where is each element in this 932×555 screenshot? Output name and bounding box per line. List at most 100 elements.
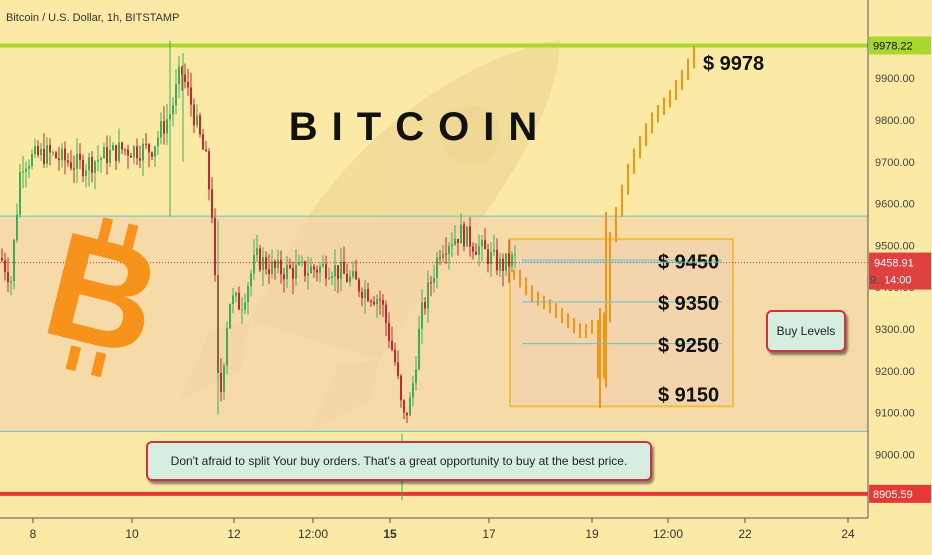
candle-body bbox=[355, 271, 357, 280]
price-candle bbox=[424, 297, 426, 315]
price-candle bbox=[172, 96, 174, 127]
candle-body bbox=[511, 254, 513, 267]
candle-body bbox=[499, 258, 501, 271]
price-candle bbox=[121, 141, 123, 155]
price-candle bbox=[163, 106, 165, 145]
price-candle bbox=[484, 228, 486, 250]
candle-body bbox=[211, 189, 213, 219]
candle-body bbox=[43, 148, 45, 164]
price-candle bbox=[223, 362, 225, 401]
price-candle bbox=[349, 270, 351, 287]
candle-body bbox=[25, 168, 27, 172]
candle-body bbox=[100, 158, 102, 160]
candle-body bbox=[301, 261, 303, 263]
price-candle bbox=[61, 143, 63, 168]
price-candle bbox=[367, 283, 369, 303]
price-candle bbox=[220, 358, 222, 402]
price-candle bbox=[475, 243, 477, 256]
price-candle bbox=[355, 259, 357, 280]
time-tick-label: 17 bbox=[482, 527, 496, 541]
price-tick-label: 8905.59 bbox=[873, 489, 913, 501]
price-candle bbox=[352, 261, 354, 279]
candle-body bbox=[127, 149, 129, 156]
candle-body bbox=[166, 119, 168, 134]
candle-body bbox=[118, 142, 120, 161]
price-candle bbox=[403, 399, 405, 420]
candle-body bbox=[160, 121, 162, 138]
price-candle bbox=[85, 163, 87, 188]
candle-body bbox=[442, 253, 444, 259]
candle-body bbox=[139, 158, 141, 161]
candle-body bbox=[40, 148, 42, 156]
candle-body bbox=[433, 277, 435, 283]
price-candle bbox=[226, 321, 228, 375]
time-tick-label: 24 bbox=[841, 527, 855, 541]
last-price-tag bbox=[869, 252, 931, 290]
price-candle bbox=[235, 291, 237, 303]
candle-body bbox=[397, 362, 399, 376]
buy-levels-callout[interactable]: Buy Levels bbox=[766, 310, 846, 352]
candle-body bbox=[379, 299, 381, 301]
price-candle bbox=[241, 297, 243, 324]
price-candle bbox=[391, 326, 393, 352]
price-candle bbox=[142, 138, 144, 177]
price-candle bbox=[208, 148, 210, 201]
callout-note[interactable]: Don't afraid to split Your buy orders. T… bbox=[146, 441, 652, 481]
candle-body bbox=[265, 257, 267, 270]
candle-body bbox=[310, 266, 312, 274]
candle-body bbox=[58, 158, 60, 161]
candle-body bbox=[388, 322, 390, 342]
candle-body bbox=[349, 276, 351, 282]
candle-body bbox=[1, 257, 3, 261]
price-candle bbox=[67, 152, 69, 167]
price-tick-label: 9800.00 bbox=[875, 115, 915, 127]
price-candle bbox=[91, 151, 93, 183]
price-candle bbox=[247, 282, 249, 315]
price-candle bbox=[94, 159, 96, 190]
price-candle bbox=[496, 238, 498, 276]
price-candle bbox=[481, 235, 483, 262]
candle-body bbox=[181, 66, 183, 75]
buy-zone-box bbox=[509, 238, 734, 408]
candle-body bbox=[34, 145, 36, 155]
candle-body bbox=[148, 144, 150, 153]
price-level-label: $ 9250 bbox=[658, 335, 719, 357]
candle-body bbox=[424, 302, 426, 309]
candle-body bbox=[472, 246, 474, 252]
bitcoin-stroke bbox=[65, 345, 82, 371]
candle-body bbox=[223, 365, 225, 392]
price-candle bbox=[442, 244, 444, 263]
price-candle bbox=[358, 277, 360, 298]
price-candle bbox=[22, 155, 24, 189]
price-candle bbox=[154, 145, 156, 168]
price-candle bbox=[4, 252, 6, 281]
price-candle bbox=[286, 256, 288, 288]
price-candle bbox=[304, 260, 306, 282]
price-candle bbox=[457, 238, 459, 256]
price-candle bbox=[250, 269, 252, 297]
candle-body bbox=[109, 150, 111, 164]
price-candle bbox=[184, 63, 186, 89]
candle-body bbox=[403, 400, 405, 413]
price-candle bbox=[373, 296, 375, 306]
candle-body bbox=[13, 240, 15, 281]
price-candle bbox=[397, 350, 399, 380]
price-candle bbox=[43, 133, 45, 168]
candle-body bbox=[370, 301, 372, 303]
candle-body bbox=[238, 292, 240, 310]
price-candle bbox=[145, 133, 147, 149]
price-candle bbox=[205, 140, 207, 152]
price-candle bbox=[58, 146, 60, 171]
price-candle bbox=[70, 150, 72, 171]
price-candle bbox=[289, 258, 291, 270]
candle-body bbox=[430, 282, 432, 284]
candle-body bbox=[490, 251, 492, 264]
candle-body bbox=[94, 161, 96, 173]
price-candle bbox=[79, 143, 81, 170]
price-candle bbox=[427, 270, 429, 323]
candle-body bbox=[358, 279, 360, 292]
candle-body bbox=[10, 280, 12, 283]
price-candle bbox=[118, 128, 120, 164]
price-candle bbox=[400, 373, 402, 408]
candle-body bbox=[55, 152, 57, 159]
